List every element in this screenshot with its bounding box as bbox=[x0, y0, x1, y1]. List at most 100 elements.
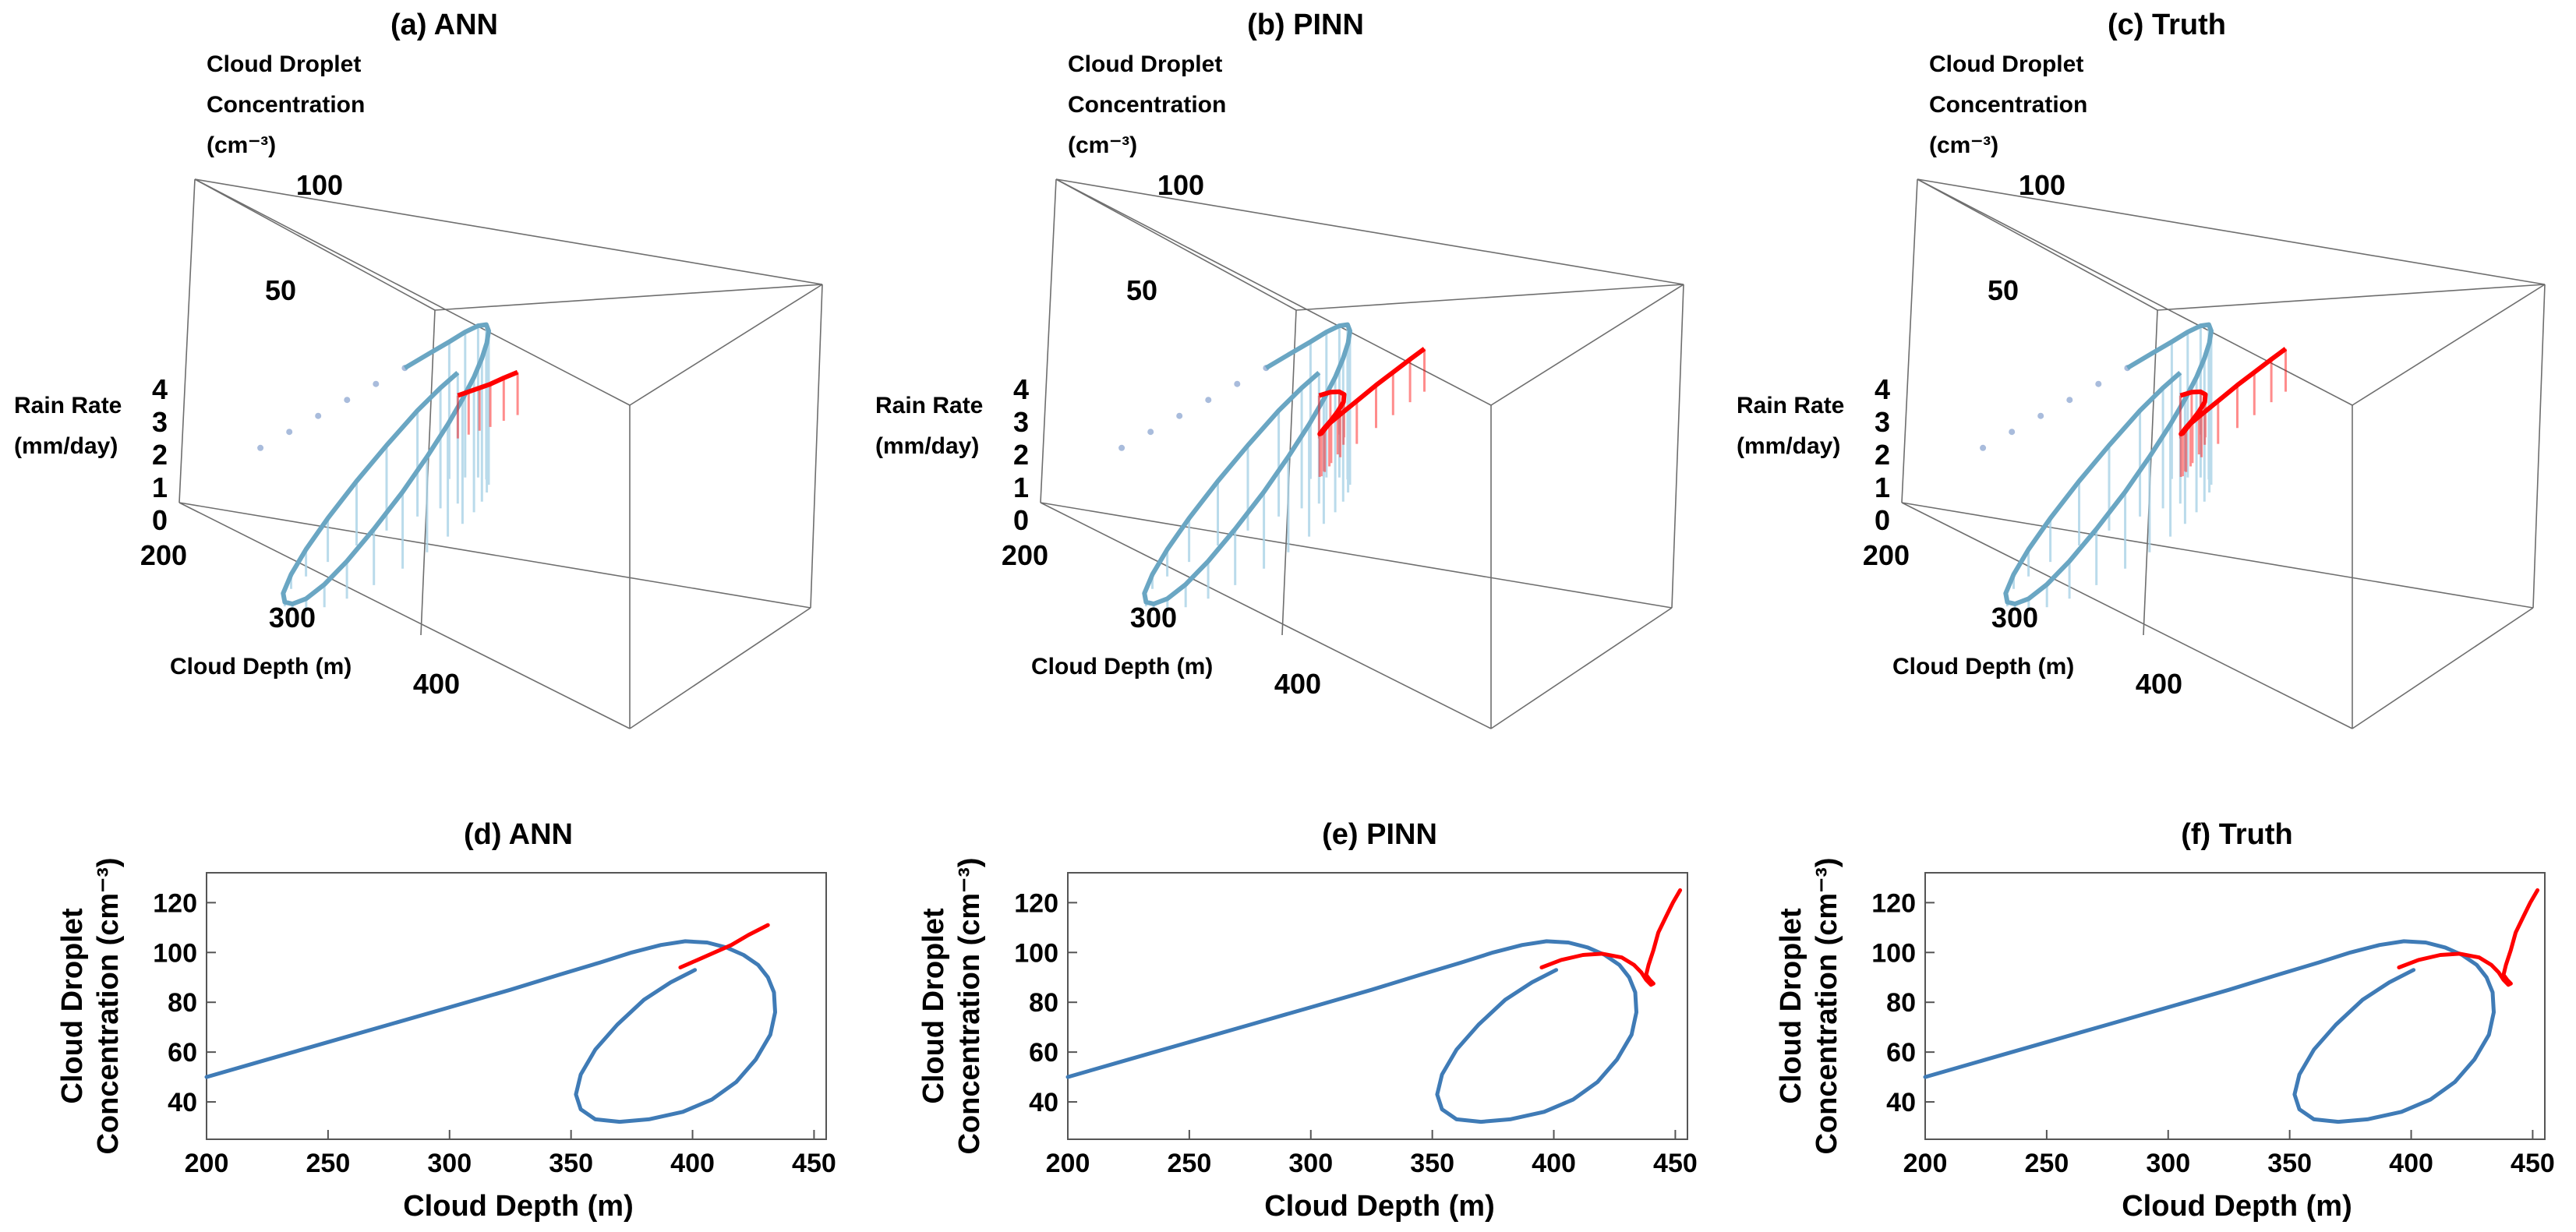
trajectory-dot bbox=[2009, 429, 2016, 436]
plot-title: (f) Truth bbox=[2181, 818, 2293, 851]
box-edge bbox=[1490, 607, 1673, 729]
box-edge bbox=[1917, 178, 2353, 406]
concentration-tick: 100 bbox=[296, 169, 343, 201]
depth-tick: 300 bbox=[269, 602, 316, 634]
series-line-prediction bbox=[1539, 888, 1683, 987]
x-tick-label: 400 bbox=[2389, 1149, 2433, 1178]
box-edge bbox=[1055, 178, 1297, 311]
concentration-axis-label: Concentration bbox=[1068, 92, 1226, 118]
box-edge bbox=[1295, 284, 1684, 311]
depth-tick: 200 bbox=[1002, 539, 1048, 571]
y-tick-label: 60 bbox=[1029, 1038, 1058, 1068]
x-axis-label: Cloud Depth (m) bbox=[1264, 1190, 1495, 1223]
concentration-axis-label: Cloud Droplet bbox=[207, 51, 361, 77]
depth-axis-label: Cloud Depth (m) bbox=[170, 654, 352, 680]
forecast-3d bbox=[2178, 347, 2288, 436]
depth-tick: 200 bbox=[1863, 539, 1910, 571]
depth-tick: 400 bbox=[413, 668, 460, 700]
plot-title-3d: (a) ANN bbox=[390, 9, 498, 41]
box-edge bbox=[810, 284, 823, 609]
box-edge bbox=[194, 178, 823, 285]
box-edge bbox=[1055, 178, 1492, 406]
panels-2d: (d) ANN 200 250 300 350 400 450 40 60 80 100 120 Clo… bbox=[56, 818, 2555, 1223]
box-edge bbox=[1917, 178, 2546, 285]
box-edge bbox=[1671, 284, 1684, 609]
y-tick-label: 80 bbox=[168, 988, 197, 1018]
series-line-trajectory bbox=[1065, 939, 1638, 1124]
concentration-tick: 100 bbox=[2019, 169, 2065, 201]
trajectory-3d bbox=[1142, 322, 1352, 606]
x-tick-label: 250 bbox=[1168, 1149, 1212, 1178]
trajectory-dot bbox=[286, 429, 293, 436]
depth-tick: 300 bbox=[1991, 602, 2038, 634]
concentration-axis-label: Concentration bbox=[1929, 92, 2087, 118]
box-edge bbox=[2352, 284, 2546, 406]
x-tick-label: 450 bbox=[792, 1149, 836, 1178]
depth-tick: 300 bbox=[1130, 602, 1177, 634]
trajectory-dot bbox=[373, 380, 380, 387]
rain-tick: 1 bbox=[1013, 471, 1029, 503]
rain-axis-label: (mm/day) bbox=[14, 433, 118, 459]
rain-tick: 4 bbox=[1875, 373, 1890, 405]
concentration-axis-label: Cloud Droplet bbox=[1068, 51, 1222, 77]
trajectory-plot-1: (d) ANN 200 250 300 350 400 450 40 60 80 100 120 Clo… bbox=[56, 818, 836, 1223]
box-edge bbox=[2352, 607, 2534, 729]
y-axis-label: Cloud Droplet Concentration (cm⁻³) bbox=[917, 857, 986, 1154]
concentration-tick: 50 bbox=[1988, 274, 2019, 306]
rain-axis-label: (mm/day) bbox=[1737, 433, 1840, 459]
concentration-axis-label: Concentration bbox=[207, 92, 365, 118]
rain-tick: 4 bbox=[152, 373, 168, 405]
box-edge bbox=[1901, 178, 1918, 503]
x-tick-label: 450 bbox=[2511, 1149, 2555, 1178]
x-tick-label: 200 bbox=[1903, 1149, 1948, 1178]
forecast-3d bbox=[457, 369, 519, 398]
y-tick-label: 100 bbox=[1871, 938, 1916, 968]
x-axis-label: Cloud Depth (m) bbox=[403, 1190, 634, 1223]
x-tick-label: 450 bbox=[1653, 1149, 1698, 1178]
depth-axis-label: Cloud Depth (m) bbox=[1031, 654, 1213, 680]
trajectory-dot bbox=[1176, 412, 1183, 419]
panels-3d: (a) ANN Cloud Droplet Concentration (cm⁻³) 1… bbox=[14, 9, 2546, 729]
rain-tick: 3 bbox=[152, 406, 168, 438]
y-tick-label: 80 bbox=[1886, 988, 1916, 1018]
y-axis-label-line: Concentration (cm⁻³) bbox=[1811, 857, 1843, 1154]
y-tick-label: 40 bbox=[168, 1088, 197, 1117]
rain-tick: 3 bbox=[1875, 406, 1890, 438]
y-tick-label: 100 bbox=[1014, 938, 1058, 968]
trajectory-dot bbox=[2095, 380, 2102, 387]
rain-axis-label: Rain Rate bbox=[14, 393, 122, 418]
box-edge bbox=[194, 178, 436, 311]
y-tick-label: 60 bbox=[1886, 1038, 1916, 1068]
y-tick-label: 120 bbox=[153, 888, 197, 918]
box-edge bbox=[178, 178, 196, 503]
y-axis-label-line: Cloud Droplet bbox=[917, 908, 950, 1104]
y-axis-label-line: Concentration (cm⁻³) bbox=[92, 857, 125, 1154]
box-edge bbox=[1055, 178, 1684, 285]
rain-tick: 1 bbox=[152, 471, 168, 503]
series-line-trajectory bbox=[204, 939, 777, 1124]
box-edge bbox=[2532, 284, 2546, 609]
trajectory-dot bbox=[1118, 444, 1125, 451]
y-tick-label: 120 bbox=[1014, 888, 1058, 918]
x-axis-label: Cloud Depth (m) bbox=[2122, 1190, 2352, 1223]
trajectory-dot bbox=[2037, 412, 2044, 419]
series-line-trajectory bbox=[1923, 939, 2496, 1124]
box-edge bbox=[1040, 178, 1057, 503]
plot-frame bbox=[1924, 872, 2546, 1140]
box-edge bbox=[2157, 284, 2546, 311]
box-edge bbox=[1490, 284, 1684, 406]
plot-title: (e) PINN bbox=[1322, 818, 1437, 851]
y-axis-label-line: Cloud Droplet bbox=[1775, 908, 1807, 1104]
phase-space-3d-3: (c) Truth Cloud Droplet Concentration (cm⁻³… bbox=[1737, 9, 2546, 729]
box-edge bbox=[1040, 502, 1492, 729]
trajectory-plot-2: (e) PINN 200 250 300 350 400 450 40 60 80 100 120 Cl… bbox=[917, 818, 1698, 1223]
rain-tick: 2 bbox=[1875, 439, 1890, 471]
trajectory-plot-3: (f) Truth 200 250 300 350 400 450 40 60 80 100 120 C… bbox=[1775, 818, 2555, 1223]
trajectory-dot bbox=[2066, 397, 2073, 404]
forecast-drop-lines bbox=[456, 372, 519, 439]
rain-axis-label: Rain Rate bbox=[1737, 393, 1844, 418]
x-tick-label: 350 bbox=[1410, 1149, 1454, 1178]
x-tick-label: 350 bbox=[2267, 1149, 2312, 1178]
rain-tick: 3 bbox=[1013, 406, 1029, 438]
rain-tick: 2 bbox=[1013, 439, 1029, 471]
